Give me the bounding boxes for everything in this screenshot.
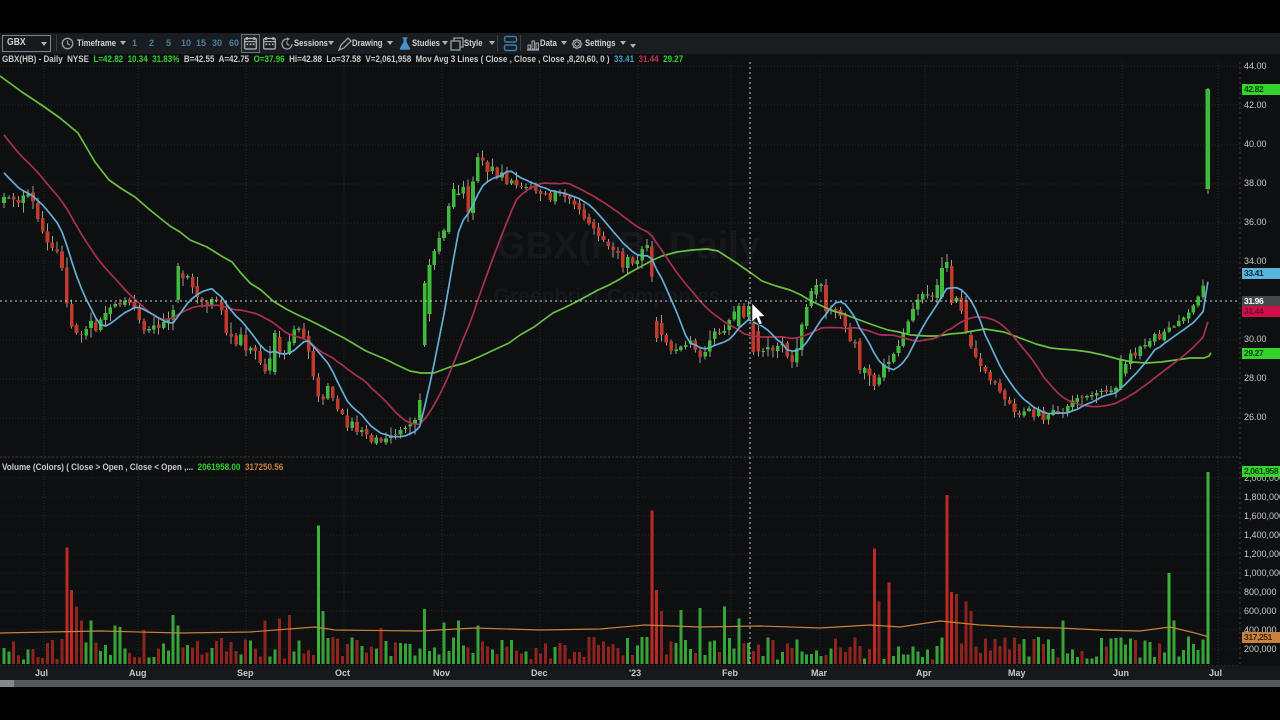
svg-text:Greenbrier Companies: Greenbrier Companies bbox=[494, 285, 720, 308]
